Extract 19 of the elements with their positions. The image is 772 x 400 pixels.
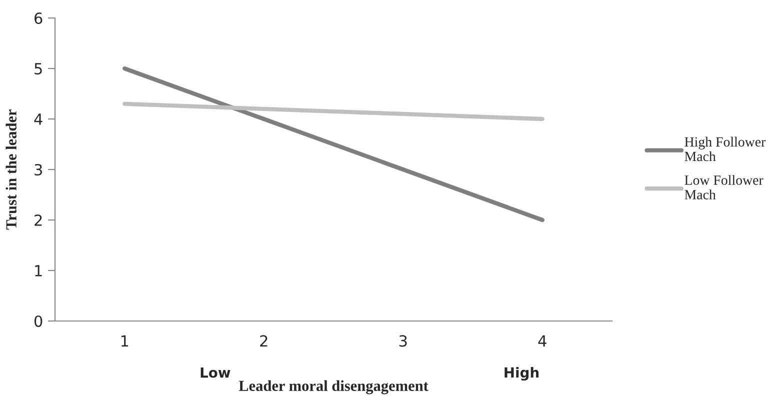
text: High bbox=[504, 367, 539, 381]
y-tick-label: 0 bbox=[34, 315, 42, 328]
x-tick-label: 3 bbox=[399, 335, 407, 347]
line-series bbox=[122, 102, 544, 122]
legend-label: Low Follower Mach bbox=[684, 175, 764, 200]
y-axis-title: Trust in the leader bbox=[6, 109, 17, 230]
y-tick-label: 3 bbox=[34, 164, 42, 176]
y-tick-label: 2 bbox=[34, 214, 42, 226]
y-tick-label: 6 bbox=[34, 12, 42, 24]
y-tick-label: 5 bbox=[34, 63, 42, 75]
x-tick-label: 4 bbox=[538, 335, 546, 346]
line-series bbox=[122, 66, 544, 222]
text: Low bbox=[200, 367, 230, 378]
y-tick-label: 1 bbox=[35, 265, 42, 276]
x-axis-title: Leader moral disengagement bbox=[238, 380, 428, 394]
x-tick-label: 1 bbox=[121, 335, 128, 346]
legend-label: High Follower Mach bbox=[684, 136, 766, 162]
y-tick-label: 4 bbox=[34, 114, 42, 125]
x-tick-label: 2 bbox=[260, 335, 268, 346]
